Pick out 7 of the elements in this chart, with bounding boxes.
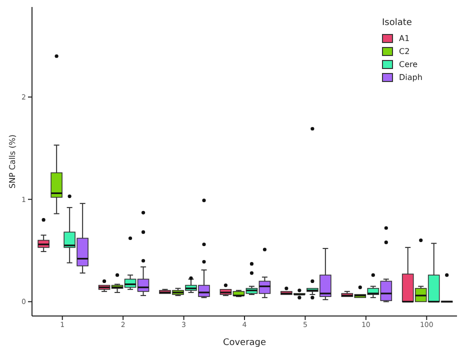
legend-label: Diaph xyxy=(399,73,422,82)
y-axis-title: SNP Calls (%) xyxy=(8,134,17,188)
legend-label: A1 xyxy=(399,34,410,43)
legend-label: C2 xyxy=(399,47,410,56)
legend-label: Cere xyxy=(399,60,418,69)
x-axis-title: Coverage xyxy=(222,338,267,347)
legend-title: Isolate xyxy=(382,18,413,28)
